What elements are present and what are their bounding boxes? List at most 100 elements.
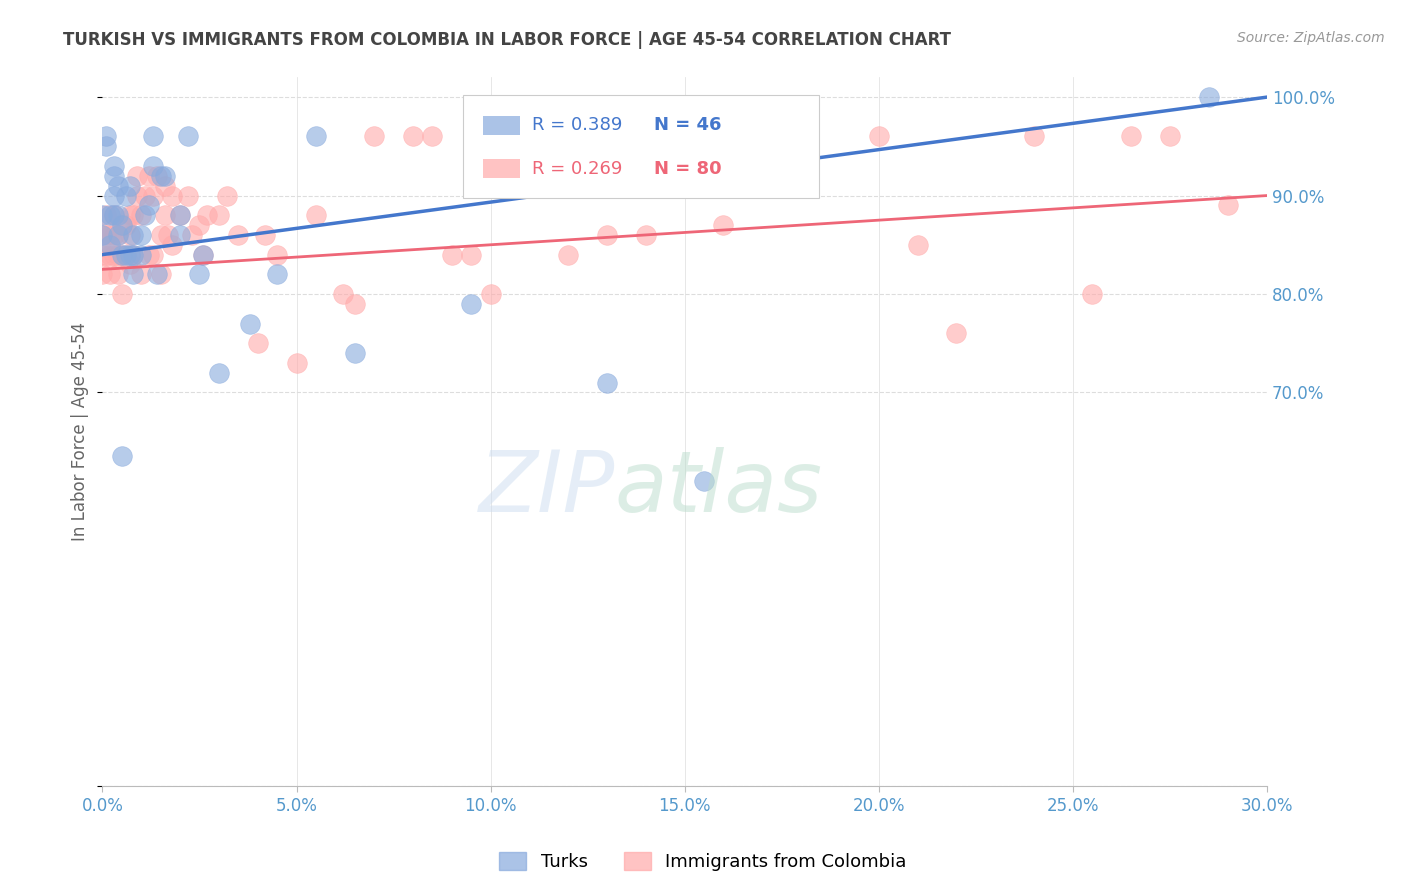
Point [134, 208, 156, 222]
Legend: Turks, Immigrants from Colombia: Turks, Immigrants from Colombia [492, 845, 914, 879]
Point [118, 257, 141, 271]
Point [343, 297, 366, 311]
Point [285, 356, 308, 370]
Point [673, 129, 696, 144]
Point [91, 268, 114, 282]
Point [118, 227, 141, 242]
Point [103, 208, 125, 222]
Point [479, 287, 502, 301]
Point [254, 227, 277, 242]
Point [107, 227, 129, 242]
Point [96, 139, 118, 153]
Point [1081, 287, 1104, 301]
Point [305, 208, 328, 222]
Point [440, 247, 463, 261]
Point [177, 188, 200, 202]
Point [162, 188, 184, 202]
Point [111, 287, 134, 301]
Point [98, 227, 121, 242]
Point [868, 129, 890, 144]
Point [519, 129, 541, 144]
Point [169, 208, 191, 222]
Point [634, 227, 657, 242]
Point [118, 178, 141, 193]
Point [146, 169, 169, 183]
Point [138, 198, 160, 212]
Text: Source: ZipAtlas.com: Source: ZipAtlas.com [1237, 31, 1385, 45]
Point [153, 169, 176, 183]
Point [790, 129, 813, 144]
Point [422, 129, 444, 144]
Point [1198, 90, 1220, 104]
Point [239, 317, 262, 331]
Point [96, 208, 118, 222]
Point [91, 208, 114, 222]
Point [142, 159, 165, 173]
Point [107, 247, 129, 261]
Point [96, 129, 118, 144]
Point [208, 208, 231, 222]
Point [103, 208, 125, 222]
Point [146, 268, 169, 282]
Point [215, 188, 238, 202]
Text: R = 0.389: R = 0.389 [531, 117, 623, 135]
Point [91, 227, 114, 242]
Point [149, 268, 172, 282]
Point [193, 247, 215, 261]
Point [91, 247, 114, 261]
Point [142, 247, 165, 261]
Point [98, 268, 121, 282]
Point [751, 129, 773, 144]
Point [96, 247, 118, 261]
Point [129, 227, 152, 242]
Point [118, 208, 141, 222]
Point [107, 208, 129, 222]
Point [129, 268, 152, 282]
Point [1119, 129, 1142, 144]
Point [118, 247, 141, 261]
Point [122, 247, 145, 261]
Point [157, 227, 180, 242]
Text: atlas: atlas [614, 447, 823, 530]
Point [343, 346, 366, 360]
Point [114, 247, 136, 261]
Point [111, 450, 134, 464]
Point [246, 336, 269, 351]
Point [138, 169, 160, 183]
Point [142, 188, 165, 202]
Text: ZIP: ZIP [478, 447, 614, 530]
Point [402, 129, 425, 144]
Point [122, 208, 145, 222]
Point [103, 188, 125, 202]
Point [103, 169, 125, 183]
Point [111, 218, 134, 232]
Point [114, 218, 136, 232]
Point [1159, 129, 1181, 144]
Point [122, 268, 145, 282]
Point [266, 247, 288, 261]
Point [129, 247, 152, 261]
Point [188, 218, 211, 232]
Point [1216, 198, 1239, 212]
Text: N = 80: N = 80 [654, 160, 723, 178]
Point [596, 227, 619, 242]
Point [114, 247, 136, 261]
Point [107, 268, 129, 282]
Point [149, 169, 172, 183]
Point [96, 227, 118, 242]
Point [713, 218, 735, 232]
Point [332, 287, 354, 301]
Point [460, 297, 482, 311]
Point [188, 268, 211, 282]
Point [208, 366, 231, 380]
Bar [484, 159, 520, 178]
Point [107, 178, 129, 193]
Text: TURKISH VS IMMIGRANTS FROM COLOMBIA IN LABOR FORCE | AGE 45-54 CORRELATION CHART: TURKISH VS IMMIGRANTS FROM COLOMBIA IN L… [63, 31, 952, 49]
Point [693, 474, 716, 488]
Text: R = 0.269: R = 0.269 [531, 160, 623, 178]
Point [142, 129, 165, 144]
Point [91, 227, 114, 242]
Point [907, 237, 929, 252]
Point [122, 247, 145, 261]
Point [107, 227, 129, 242]
